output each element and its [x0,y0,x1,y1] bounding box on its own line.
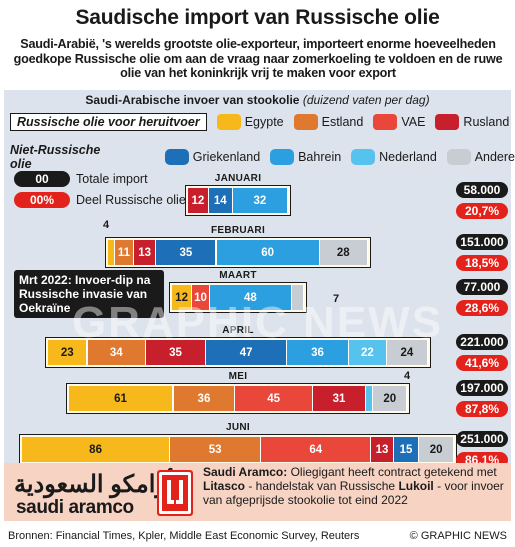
legend-griekenland-label: Griekenland [192,150,261,164]
bar-segment-vae: 10 [192,285,210,310]
bar-segment-bahrein: 32 [232,188,288,213]
month-label: APRIL [222,325,254,336]
aramco-text-3: - voor invoer van afgeprijsde stookolie … [203,479,504,507]
legend-russian-label: Russische olie voor heruitvoer [10,113,207,131]
bar-segment-egypte: 23 [47,340,88,365]
bar-segment-griekenland: 14 [208,188,233,213]
legend-vae-swatch [373,114,398,130]
month-label: FEBRUARI [210,225,266,236]
subtitle: Saudi-Arabië, 's werelds grootste olie-e… [13,37,503,81]
month-total: 197.000 [456,380,508,396]
bar-segment-andere: 24 [386,340,429,365]
month-label: JANUARI [214,173,262,184]
bar-segment-vae: 64 [261,437,372,462]
feb-egypte-label: 4 [103,219,110,231]
bar-segment-nederland [366,386,373,411]
bar-segment-bahrein: 36 [287,340,349,365]
legend-egypte-swatch [216,114,241,130]
panel-unit: (duizend vaten per dag) [302,93,430,107]
legend-russian: Russische olie voor heruitvoer Egypte Es… [10,113,509,131]
bar-segment-rusland: 13 [371,437,394,462]
month-total: 151.000 [456,234,508,250]
aramco-text-2: - handelstak van Russische [245,479,399,493]
panel-title: Saudi-Arabische invoer van stookolie (du… [4,90,511,107]
aramco-lukoil: Lukoil [398,479,434,493]
month-label: MEI [228,371,248,382]
legend-andere-label: Andere [474,150,515,164]
bar-segment-vae: 45 [235,386,313,411]
aramco-litasco: Litasco [203,479,246,493]
aramco-logo-arabic: أرامكو السعودية [14,471,174,498]
bar-segment-estland: 36 [173,386,236,411]
legend-griekenland-swatch [164,149,189,165]
aramco-logo-latin: saudi aramco [16,497,134,518]
bar-segment-egypte: 61 [68,386,174,411]
aramco-text: Saudi Aramco: Oliegigant heeft contract … [203,465,507,507]
may-nederland-label: 4 [404,370,411,382]
bar-segment-estland: 34 [87,340,146,365]
lukoil-mark-icon [159,472,191,514]
legend-nederland-swatch [351,149,376,165]
legend-rusland-swatch [435,114,460,130]
aramco-lead: Saudi Aramco: [203,465,288,479]
legend-non-russian-label: Niet-Russische olie [10,143,101,171]
legend-nederland-label: Nederland [379,150,437,164]
invasion-note: Mrt 2022: Invoer-dip na Russische invasi… [14,270,164,318]
bar-segment-bahrein: 48 [209,285,293,310]
month-russian-share: 87,8% [456,401,508,417]
panel-title-text: Saudi-Arabische invoer van stookolie [85,93,300,107]
aramco-text-1: Oliegigant heeft contract getekend met [287,465,497,479]
legend-non-russian: Niet-Russische olie Griekenland Bahrein … [10,143,515,171]
bar-segment-egypte [108,240,115,265]
bar-segment-egypte: 12 [171,285,193,310]
month-russian-share: 41,6% [456,355,508,371]
bar-segment-griekenland: 15 [393,437,420,462]
bar-segment-rusland: 12 [188,188,209,213]
bar-segment-andere: 20 [373,386,408,411]
bar-segment-andere [292,285,305,310]
aramco-panel [4,463,511,521]
legend-bahrein-label: Bahrein [298,150,342,164]
bar-segment-andere: 20 [419,437,454,462]
bar-segment-andere: 28 [319,240,368,265]
bar-segment-nederland: 22 [348,340,387,365]
bar-segment-rusland: 31 [312,386,367,411]
month-label: JUNI [226,422,250,433]
mar-andere-label: 7 [333,293,340,305]
legend-vae-label: VAE [401,115,426,129]
sources: Bronnen: Financial Times, Kpler, Middle … [8,530,360,542]
key-share-label: Deel Russische olie [76,193,186,207]
bar-segment-egypte: 86 [22,437,171,462]
legend-estland-label: Estland [321,115,364,129]
lukoil-logo-icon [157,470,193,516]
bar-segment-estland: 11 [115,240,134,265]
key-total-pill: 00 [14,171,70,187]
legend-andere-swatch [446,149,471,165]
month-total: 251.000 [456,431,508,447]
month-total: 77.000 [456,279,508,295]
bar-segment-bahrein: 60 [216,240,320,265]
credit: © GRAPHIC NEWS [409,530,507,542]
month-russian-share: 20,7% [456,203,508,219]
bar-segment-estland: 53 [170,437,262,462]
legend-egypte-label: Egypte [244,115,284,129]
bar-segment-rusland: 13 [133,240,157,265]
page-title: Saudische import van Russische olie [75,6,440,29]
month-total: 58.000 [456,182,508,198]
month-russian-share: 28,6% [456,300,508,316]
month-label: MAART [219,270,257,281]
legend-bahrein-swatch [270,149,295,165]
month-russian-share: 18,5% [456,255,508,271]
key-total-label: Totale import [76,172,148,186]
legend-rusland-label: Rusland [463,115,510,129]
bar-segment-griekenland: 35 [156,240,217,265]
key-share-pill: 00% [14,192,70,208]
legend-estland-swatch [293,114,318,130]
month-total: 221.000 [456,334,508,350]
bar-segment-rusland: 35 [145,340,207,365]
bar-segment-griekenland: 47 [206,340,287,365]
